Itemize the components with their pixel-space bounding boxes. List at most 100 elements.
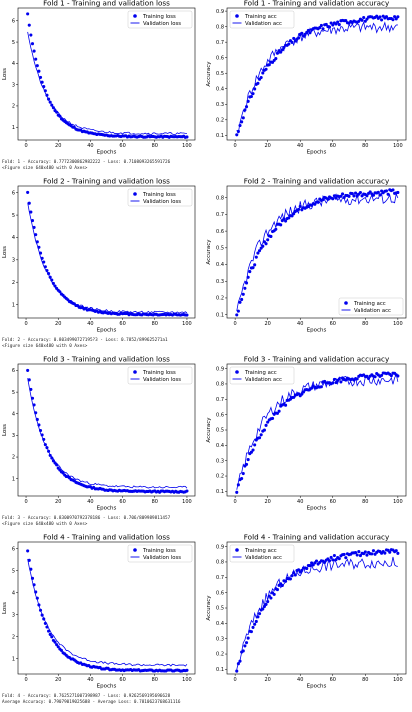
fold-4-accuracy-training-point: [243, 644, 247, 648]
fold-3-loss-ytick-label: 4: [12, 411, 15, 417]
fold-2-loss-xtick-label: 100: [182, 321, 192, 327]
fold-3-loss-legend: [127, 366, 193, 385]
fold-2-loss-ytick-label: 5: [12, 213, 15, 219]
fold-1-accuracy-legend: [229, 10, 295, 29]
fold-3-accuracy-training-point: [251, 448, 255, 452]
fold-4-accuracy-training-point: [357, 550, 361, 554]
fold-3-accuracy-training-point: [284, 403, 288, 407]
fold-3-loss-xtick-label: 0: [24, 499, 27, 505]
fold-2-accuracy-training-point: [290, 214, 294, 218]
fold-4-loss-xtick-label: 100: [182, 677, 192, 683]
fold-3-loss-legend-label: Training loss: [142, 370, 176, 376]
fold-4-loss-training-point: [185, 668, 189, 672]
fold-4-accuracy-training-point: [388, 550, 392, 554]
fold-3-accuracy-training-point: [259, 433, 263, 437]
fold-1-accuracy-training-point: [249, 94, 253, 99]
fold-3-accuracy-xtick-label: 100: [393, 499, 403, 505]
fold-4-accuracy-training-point: [308, 564, 312, 568]
fold-2-accuracy-training-point: [313, 202, 317, 206]
fold-4-accuracy-training-point: [246, 636, 250, 640]
fold-4-accuracy-training-point: [363, 550, 367, 554]
fold-4-loss-xtick-label: 20: [55, 677, 61, 683]
fold-1-accuracy-training-point: [344, 19, 348, 23]
fold-1-loss-title: Fold 1 - Training and validation loss: [43, 0, 170, 8]
fold-2-accuracy-xtick-label: 20: [264, 321, 270, 327]
fold-4-accuracy-training-point: [249, 630, 253, 634]
fold-4-accuracy-training-point: [269, 596, 273, 600]
fold-1-loss-legend-marker: [133, 14, 137, 18]
fold-1-accuracy-xtick-label: 100: [393, 143, 403, 149]
fold-2-accuracy-training-point: [240, 297, 244, 301]
fold-2-accuracy-training-point: [251, 266, 255, 270]
console-line: Fold: 3 - Accuracy: 0.8300970792378186 -…: [2, 516, 171, 521]
fold-3-loss-training-point: [26, 368, 30, 372]
fold-1-loss-xtick-label: 100: [182, 143, 192, 149]
fold-2-loss-legend-label: Validation loss: [143, 199, 181, 205]
fold-2-loss-training-point: [26, 190, 30, 194]
fold-1-accuracy-ytick-label: 0.4: [216, 86, 224, 92]
fold-3-accuracy-training-point: [292, 395, 296, 399]
fold-1-loss-training-point: [27, 23, 31, 27]
fold-2-accuracy-training-point: [264, 242, 268, 246]
fold-4-accuracy-training-point: [235, 669, 239, 673]
fold-4-accuracy-training-point: [262, 604, 266, 609]
fold-3-accuracy-training-point: [253, 443, 257, 447]
fold-1-loss-training-point: [185, 135, 189, 139]
fold-3-accuracy-training-point: [249, 450, 253, 454]
fold-2-accuracy-ytick-label: 0.2: [216, 296, 224, 302]
fold-3-loss-xtick-label: 100: [182, 499, 192, 505]
fold-4-loss-training-point: [26, 549, 30, 553]
fold-1-loss-xtick-label: 80: [152, 143, 158, 149]
fold-3-accuracy-training-point: [244, 462, 249, 466]
fold-4-loss-training-point: [48, 632, 52, 636]
fold-3-loss-xtick-label: 60: [119, 499, 125, 505]
fold-1-accuracy-training-point: [324, 22, 328, 26]
fold-1-loss-ytick-label: 5: [12, 40, 15, 46]
fold-3-loss-xlabel: Epochs: [97, 506, 117, 512]
fold-4-accuracy-xlabel: Epochs: [307, 684, 327, 690]
fold-2-accuracy-xtick-label: 80: [362, 321, 368, 327]
fold-2-loss-training-point: [185, 313, 189, 317]
fold-2-accuracy-training-point: [386, 192, 390, 196]
fold-3-accuracy-plot-frame: [226, 363, 407, 497]
fold-2-accuracy-training-point: [266, 238, 270, 242]
fold-3-accuracy-xtick-label: 0: [234, 499, 237, 505]
fold-4-accuracy-ytick-label: 0.9: [216, 544, 224, 550]
fold-2-accuracy-ytick-label: 0.3: [216, 279, 224, 285]
fold-1-accuracy-xtick-label: 60: [330, 143, 336, 149]
fold-2-accuracy-training-point: [261, 244, 265, 248]
fold-2-loss-xtick-label: 40: [87, 321, 93, 327]
fold-3-accuracy-training-point: [373, 375, 377, 379]
fold-4-accuracy-training-point: [314, 559, 319, 563]
fold-3-loss-ytick-label: 5: [12, 390, 15, 396]
fold-4-accuracy-legend-marker: [235, 548, 239, 552]
fold-2-loss-ylabel: Loss: [2, 246, 8, 258]
fold-2-loss-training-point: [29, 210, 33, 214]
fold-4-loss-xlabel: Epochs: [97, 684, 117, 690]
fold-1-accuracy-training-point: [274, 57, 278, 61]
fold-1-loss-ytick-label: 6: [12, 18, 15, 24]
fold-3-loss-ytick-label: 3: [12, 433, 15, 439]
fold-4-accuracy-training-point: [257, 612, 262, 616]
fold-4-accuracy-ylabel: Accuracy: [206, 595, 212, 621]
fold-3-accuracy-ytick-label: 0.9: [216, 366, 224, 372]
fold-2-console-output: Fold: 2 - Accuracy: 0.8034990727195?3 - …: [2, 338, 168, 350]
fold-4-loss-ytick-label: 6: [12, 546, 15, 552]
fold-1-loss-training-point: [32, 49, 36, 53]
fold-1-loss-ytick-label: 3: [12, 82, 15, 88]
fold-4-loss-ytick-label: 2: [12, 634, 15, 640]
fold-4-loss-legend-label: Validation loss: [143, 555, 181, 561]
fold-2-accuracy-training-point: [238, 300, 242, 304]
fold-3-accuracy-ytick-label: 0.5: [216, 428, 224, 434]
console-line: Fold: 4 - Accuracy: 0.7625271007398987 -…: [2, 694, 171, 699]
fold-2-accuracy-training-point: [274, 227, 278, 231]
fold-2-accuracy-training-point: [253, 263, 257, 267]
fold-1-accuracy-ytick-label: 0.3: [216, 102, 224, 108]
fold-4-console-output: Fold: 4 - Accuracy: 0.7625271007398987 -…: [2, 694, 181, 706]
fold-1-loss-training-point: [30, 42, 35, 46]
fold-2-accuracy-legend-label: Validation acc: [354, 308, 391, 314]
fold-1-accuracy-legend-label: Validation acc: [245, 21, 282, 27]
fold-4-loss-validation-line: [27, 558, 188, 667]
